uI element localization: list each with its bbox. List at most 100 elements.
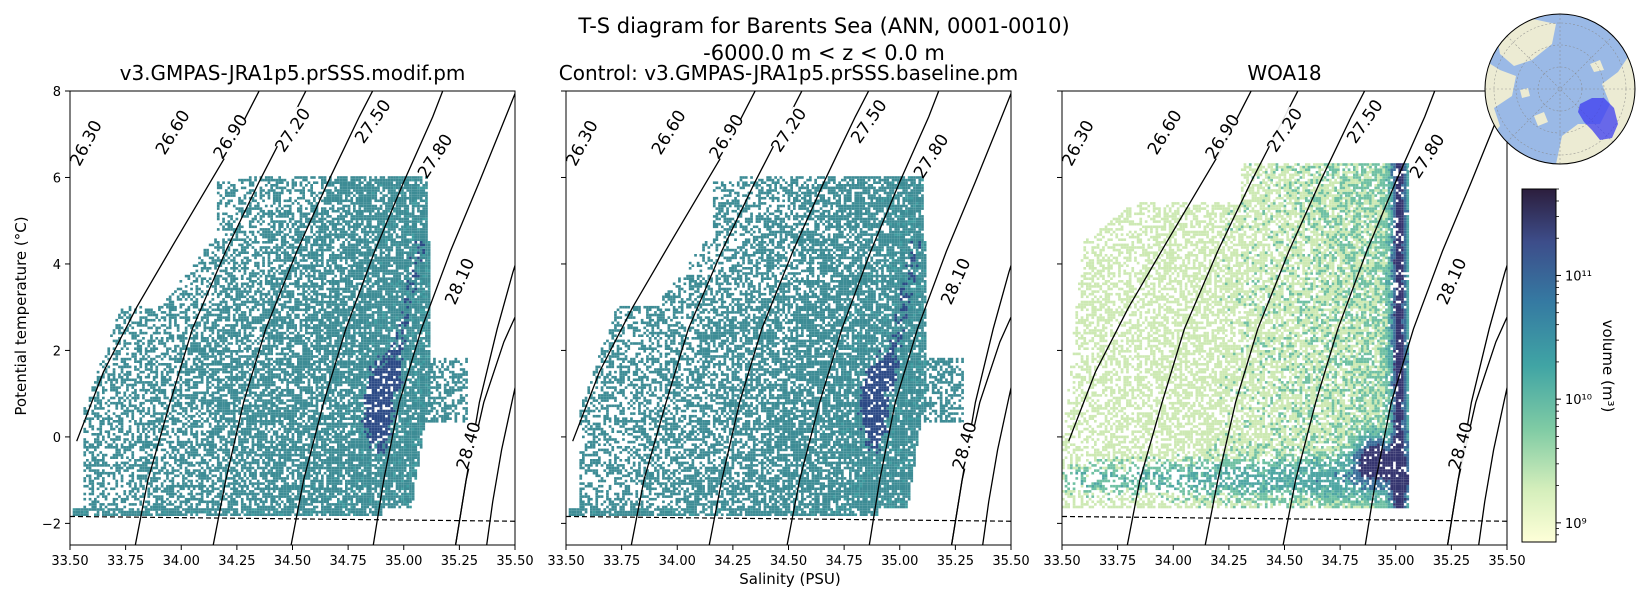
- heatmap-cell: [166, 487, 169, 491]
- heatmap-cell: [291, 305, 295, 309]
- heatmap-cell: [83, 479, 87, 483]
- heatmap-cell: [206, 503, 209, 506]
- heatmap-cell: [286, 225, 289, 229]
- heatmap-cell: [187, 370, 191, 374]
- heatmap-cell: [200, 355, 204, 358]
- heatmap-cell: [168, 370, 172, 374]
- heatmap-cell: [219, 471, 223, 475]
- heatmap-cell: [270, 378, 273, 382]
- heatmap-cell: [238, 422, 241, 426]
- heatmap-cell: [305, 178, 308, 182]
- heatmap-cell: [280, 269, 284, 273]
- heatmap-cell: [118, 414, 121, 418]
- heatmap-cell: [270, 438, 273, 441]
- heatmap-cell: [297, 342, 300, 345]
- heatmap-cell: [272, 412, 276, 415]
- heatmap-cell: [232, 264, 236, 267]
- heatmap-cell: [235, 305, 239, 309]
- heatmap-cell: [190, 298, 193, 301]
- heatmap-cell: [240, 259, 244, 262]
- heatmap-cell: [235, 238, 239, 241]
- heatmap-cell: [128, 316, 132, 319]
- heatmap-cell: [267, 311, 271, 314]
- heatmap-cell: [232, 313, 236, 317]
- heatmap-cell: [299, 342, 303, 345]
- heatmap-cell: [75, 508, 78, 511]
- heatmap-cell: [240, 292, 244, 296]
- heatmap-cell: [291, 435, 295, 439]
- heatmap-cell: [86, 466, 89, 470]
- heatmap-cell: [222, 300, 225, 304]
- heatmap-cell: [190, 326, 193, 330]
- heatmap-cell: [297, 176, 300, 179]
- heatmap-cell: [176, 287, 180, 291]
- heatmap-cell: [75, 513, 78, 516]
- heatmap-cell: [174, 422, 177, 426]
- heatmap-cell: [275, 316, 279, 319]
- heatmap-cell: [91, 427, 95, 431]
- heatmap-cell: [275, 243, 279, 247]
- heatmap-cell: [270, 311, 273, 314]
- heatmap-cell: [160, 401, 164, 405]
- heatmap-cell: [251, 220, 255, 223]
- heatmap-cell: [270, 404, 273, 408]
- heatmap-cell: [259, 318, 263, 322]
- heatmap-cell: [307, 451, 311, 454]
- heatmap-cell: [222, 448, 225, 452]
- heatmap-cell: [150, 443, 153, 446]
- heatmap-cell: [99, 430, 103, 433]
- heatmap-cell: [246, 484, 249, 488]
- heatmap-cell: [251, 446, 255, 449]
- heatmap-cell: [297, 303, 300, 306]
- heatmap-cell: [102, 417, 105, 420]
- heatmap-cell: [243, 430, 247, 433]
- heatmap-cell: [270, 440, 273, 444]
- heatmap-cell: [302, 448, 305, 452]
- heatmap-cell: [115, 453, 119, 457]
- heatmap-cell: [168, 321, 172, 325]
- heatmap-cell: [238, 196, 241, 200]
- heatmap-cell: [278, 391, 281, 395]
- heatmap-cell: [299, 246, 303, 249]
- heatmap-cell: [222, 228, 225, 231]
- heatmap-cell: [243, 448, 247, 452]
- heatmap-cell: [254, 435, 257, 439]
- heatmap-cell: [88, 487, 92, 491]
- heatmap-cell: [107, 464, 111, 467]
- heatmap-cell: [163, 456, 167, 459]
- heatmap-cell: [214, 425, 217, 428]
- heatmap-cell: [166, 513, 169, 516]
- heatmap-cell: [262, 492, 265, 496]
- heatmap-cell: [297, 331, 300, 335]
- heatmap-cell: [251, 269, 255, 273]
- heatmap-cell: [288, 430, 292, 433]
- heatmap-cell: [288, 375, 292, 379]
- heatmap-cell: [227, 331, 231, 335]
- heatmap-cell: [158, 388, 161, 392]
- heatmap-cell: [99, 474, 103, 478]
- heatmap-cell: [134, 510, 137, 514]
- heatmap-cell: [275, 334, 279, 337]
- heatmap-cell: [280, 207, 284, 210]
- heatmap-cell: [307, 381, 311, 384]
- heatmap-cell: [182, 487, 185, 491]
- heatmap-cell: [179, 386, 183, 389]
- heatmap-cell: [158, 391, 161, 395]
- heatmap-cell: [176, 464, 180, 467]
- heatmap-cell: [136, 321, 140, 325]
- heatmap-cell: [216, 433, 220, 436]
- heatmap-cell: [179, 492, 183, 496]
- heatmap-cell: [259, 487, 263, 491]
- heatmap-cell: [86, 464, 89, 467]
- heatmap-cell: [262, 230, 265, 234]
- heatmap-cell: [294, 451, 297, 454]
- heatmap-cell: [267, 420, 271, 423]
- heatmap-cell: [158, 318, 161, 322]
- heatmap-cell: [246, 407, 249, 410]
- heatmap-cell: [270, 370, 273, 374]
- heatmap-cell: [96, 474, 100, 478]
- heatmap-cell: [206, 479, 209, 483]
- heatmap-cell: [219, 409, 223, 413]
- heatmap-cell: [270, 412, 273, 415]
- heatmap-cell: [299, 466, 303, 470]
